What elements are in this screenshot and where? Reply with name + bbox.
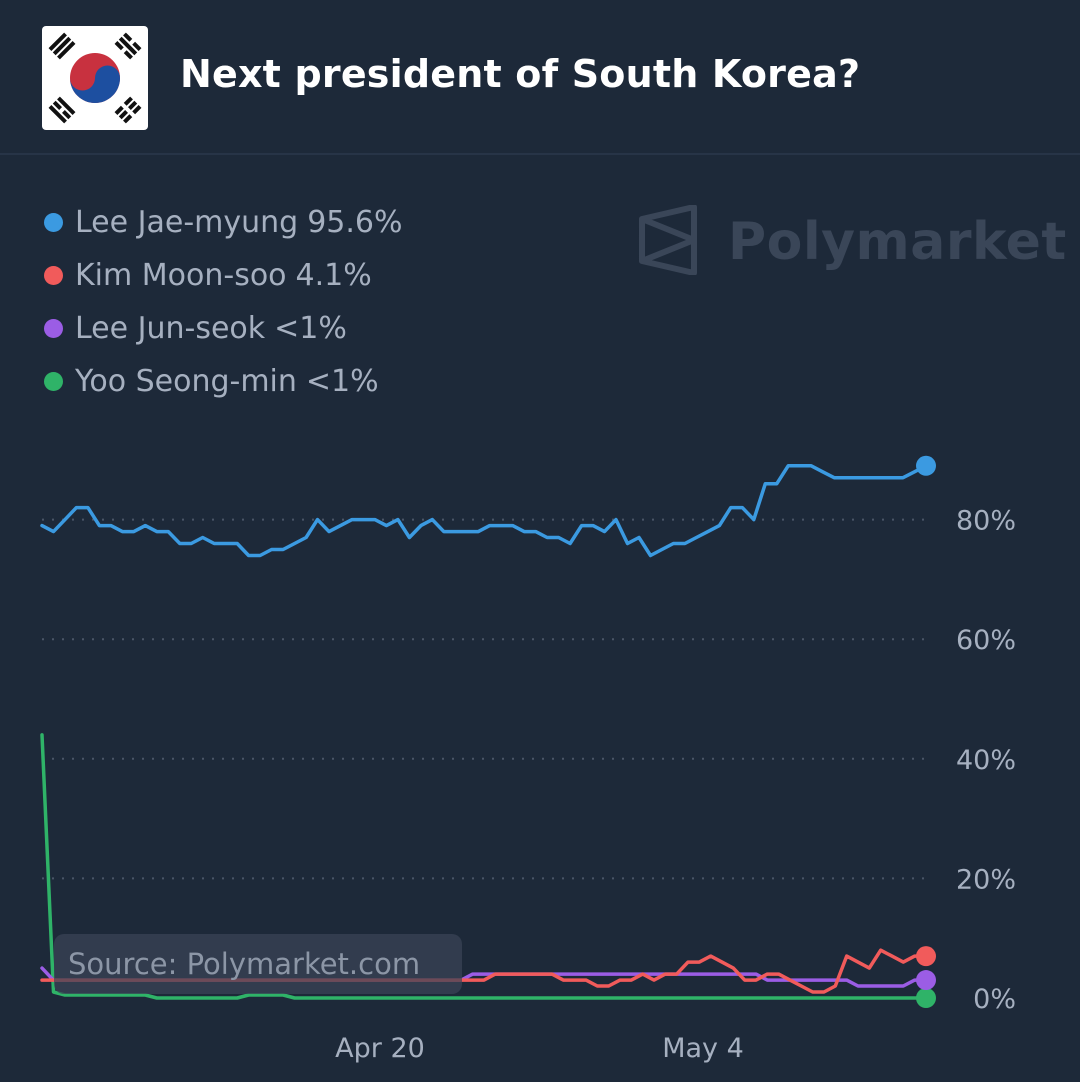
source-badge: Source: Polymarket.com xyxy=(54,934,462,994)
y-tick-label: 60% xyxy=(956,625,1016,656)
chart-legend: Lee Jae-myung 95.6% Kim Moon-soo 4.1% Le… xyxy=(44,196,403,408)
x-axis-ticks: Apr 20 May 4 xyxy=(335,1033,744,1064)
y-tick-label: 80% xyxy=(956,506,1016,537)
legend-label: Lee Jun-seok xyxy=(75,311,266,346)
x-tick-label: May 4 xyxy=(662,1033,744,1064)
legend-label: Yoo Seong-min xyxy=(75,364,297,399)
x-tick-label: Apr 20 xyxy=(335,1033,425,1064)
header: Next president of South Korea? xyxy=(0,0,1080,155)
y-tick-label: 40% xyxy=(956,745,1016,776)
page-title: Next president of South Korea? xyxy=(180,52,861,96)
legend-value: <1% xyxy=(274,311,347,346)
legend-dot xyxy=(44,213,63,232)
y-tick-label: 0% xyxy=(973,984,1016,1015)
legend-value: 95.6% xyxy=(307,205,403,240)
legend-item-lee-jae-myung: Lee Jae-myung 95.6% xyxy=(44,196,403,249)
y-tick-label: 20% xyxy=(956,864,1016,895)
series-endpoint-kim-moon-soo xyxy=(916,946,936,967)
legend-item-yoo-seong-min: Yoo Seong-min <1% xyxy=(44,355,403,408)
legend-dot xyxy=(44,319,63,338)
legend-item-kim-moon-soo: Kim Moon-soo 4.1% xyxy=(44,249,403,302)
legend-value: 4.1% xyxy=(295,258,372,293)
legend-item-lee-jun-seok: Lee Jun-seok <1% xyxy=(44,302,403,355)
chart-series xyxy=(40,464,928,1000)
legend-dot xyxy=(44,266,63,285)
polymarket-watermark-text: Polymarket xyxy=(728,212,1067,272)
series-endpoint-lee-jae-myung xyxy=(916,455,936,476)
legend-value: <1% xyxy=(305,364,379,399)
chart-gridlines xyxy=(42,518,926,880)
polymarket-logo-icon xyxy=(638,204,698,279)
legend-label: Lee Jae-myung xyxy=(75,205,299,240)
y-axis-ticks: 0% 20% 40% 60% 80% xyxy=(956,506,1016,1015)
series-line-yoo-seong-min xyxy=(40,733,928,1000)
legend-dot xyxy=(44,372,63,391)
legend-label: Kim Moon-soo xyxy=(75,258,287,293)
series-line-lee-jae-myung xyxy=(40,464,928,558)
polymarket-watermark: Polymarket xyxy=(638,204,1067,279)
chart-endpoints xyxy=(916,455,936,1008)
series-endpoint-lee-jun-seok xyxy=(916,970,936,991)
south-korea-flag-icon xyxy=(42,26,148,130)
series-endpoint-yoo-seong-min xyxy=(916,988,936,1008)
